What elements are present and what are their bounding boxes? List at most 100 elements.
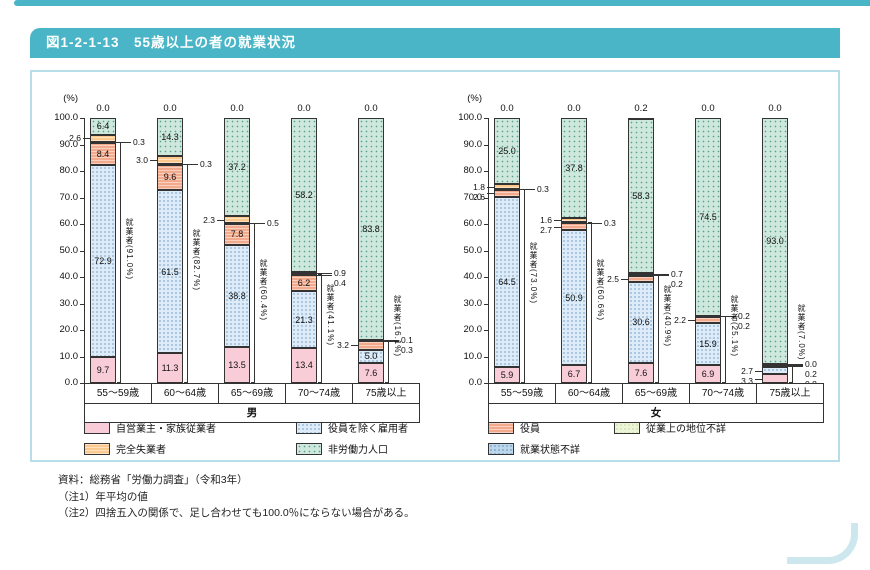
bar-segment-jiei — [90, 357, 116, 383]
bar-segment-hirodo — [628, 118, 654, 273]
legend-item: 従業上の地位不詳 — [614, 420, 790, 435]
bar-segment-shitsugyo — [90, 134, 116, 142]
employed-bracket-tick-bottom — [789, 382, 793, 383]
bar-segment-jiei — [358, 362, 384, 383]
callout-line — [83, 138, 90, 140]
bar-segment-koyo — [494, 196, 520, 368]
bar-value-label: 15.9 — [699, 338, 717, 349]
callout-line — [150, 159, 157, 161]
legend-row: 自営業主・家族従業者 役員を除く雇用者 役員 従業上の地位不詳 — [84, 420, 794, 435]
bar-segment-koyo — [291, 291, 317, 348]
bar-value-label: 74.5 — [699, 211, 717, 222]
y-axis-tick-label: 20.0 — [59, 324, 79, 335]
y-axis-tick — [80, 197, 84, 199]
bar-top-label: 0.0 — [701, 103, 715, 114]
employed-bracket-tick-top — [184, 163, 188, 165]
callout-label: 0.7 — [671, 268, 683, 279]
employed-bracket — [792, 364, 793, 383]
bar-segment-shitsugyo — [157, 155, 183, 164]
legend-swatch-hirodo — [296, 442, 322, 455]
bar-value-label: 72.9 — [94, 256, 112, 267]
employed-bracket-tick-top — [722, 316, 726, 318]
callout-label: 0.1 — [401, 335, 413, 346]
employed-label: 就業者(91.0%) — [125, 218, 134, 281]
callout-label: 0.3 — [200, 159, 212, 170]
bar-top-label: 0.0 — [768, 103, 782, 114]
bar-segment-fushou — [762, 364, 788, 367]
y-axis-tick-label: 10.0 — [463, 350, 483, 362]
employed-bracket-tick-bottom — [655, 382, 659, 383]
x-axis-category: 55〜59歳 — [488, 383, 556, 404]
y-axis-unit: (%) — [63, 93, 78, 104]
callout-line — [351, 345, 358, 347]
y-axis-tick-label: 0.0 — [64, 377, 78, 388]
bar-segment-jiei — [291, 347, 317, 383]
figure-title: 図1-2-1-13 55歳以上の者の就業状況 — [46, 35, 297, 50]
bar-slot: 0.0 13.4 21.3 6.2 58.2 0.9 0.4 就業者(41.1%) — [286, 104, 353, 383]
callout-label: 2.6 — [69, 133, 81, 144]
y-axis-tick-label: 70.0 — [463, 191, 483, 203]
bar-value-label: 21.3 — [295, 314, 313, 325]
bar-top-label: 0.0 — [96, 103, 110, 114]
bar-value-label: 13.4 — [295, 360, 313, 371]
bar-segment-yakuin — [224, 223, 250, 245]
figure-title-bar: 図1-2-1-13 55歳以上の者の就業状況 — [30, 28, 840, 58]
y-axis-tick-label: 60.0 — [59, 218, 79, 229]
y-axis-tick — [80, 250, 84, 252]
callout-label: 3.3 — [741, 375, 753, 386]
y-axis-tick — [484, 277, 488, 278]
bar-top-label: 0.0 — [163, 103, 177, 114]
bar-segment-fushou — [561, 222, 587, 225]
legend-label: 役員を除く雇用者 — [328, 424, 408, 435]
employed-bracket — [591, 222, 592, 383]
y-axis-tick — [80, 277, 84, 278]
legend-item: 役員を除く雇用者 — [296, 420, 488, 435]
employed-bracket — [725, 316, 726, 383]
y-axis-tick-label: 90.0 — [463, 138, 483, 150]
legend-swatch-yakuin — [488, 421, 514, 434]
bar-segment-shitsugyo — [224, 216, 250, 223]
bar-value-label: 25.0 — [498, 146, 516, 157]
callout-line — [317, 272, 332, 274]
x-axis-category: 65〜69歳 — [622, 383, 690, 404]
employed-label: 就業者(60.4%) — [259, 258, 268, 321]
y-axis-tick-label: 30.0 — [463, 297, 483, 309]
y-axis-tick — [484, 224, 488, 225]
y-axis-tick — [80, 144, 84, 146]
callout-label: 0.3 — [537, 184, 549, 195]
callout-line — [217, 219, 224, 221]
bar-slot: 0.0 7.6 5.0 83.8 0.1 0.3 3.2 就業者(16.1%) — [337, 104, 420, 383]
y-axis-tick — [484, 171, 488, 172]
bar-value-label: 6.9 — [701, 368, 715, 379]
employed-label: 就業者(73.0%) — [529, 241, 538, 304]
callout-label: 0.2 — [671, 278, 683, 289]
employed-bracket — [120, 141, 121, 383]
bar-segment-hirodo — [494, 118, 520, 185]
callout-line — [721, 316, 736, 318]
x-axis-group: 女 — [488, 403, 824, 423]
bar-segment-shitsugyo — [494, 184, 520, 189]
bar-segment-koyo — [157, 190, 183, 354]
bar-segment-jiei — [561, 365, 587, 383]
callout-line — [654, 273, 669, 275]
bar-segment-shitsugyo — [358, 340, 384, 343]
legend-swatch-fushou — [614, 421, 640, 434]
legend: 自営業主・家族従業者 役員を除く雇用者 役員 従業上の地位不詳 完全失業者 非労働力人口 就… — [84, 420, 794, 462]
bar-segment-hirodo — [695, 118, 721, 316]
callout-label: 0.3 — [604, 217, 616, 228]
employed-label: 就業者(41.1%) — [326, 284, 335, 347]
bar-segment-fushou — [291, 273, 317, 276]
callout-label: 0.0 — [805, 359, 817, 370]
bar-segment-hirodo — [291, 118, 317, 272]
bar-value-label: 30.6 — [632, 317, 650, 328]
bar-value-label: 7.6 — [364, 367, 378, 378]
bar-value-label: 9.7 — [96, 365, 110, 376]
legend-label: 役員 — [520, 424, 540, 435]
bar-value-label: 6.4 — [96, 121, 110, 132]
bar-segment-koyo — [628, 281, 654, 363]
bar-value-label: 37.8 — [565, 163, 583, 174]
employed-bracket-tick-bottom — [251, 382, 255, 383]
bar-segment-koyo — [695, 322, 721, 365]
